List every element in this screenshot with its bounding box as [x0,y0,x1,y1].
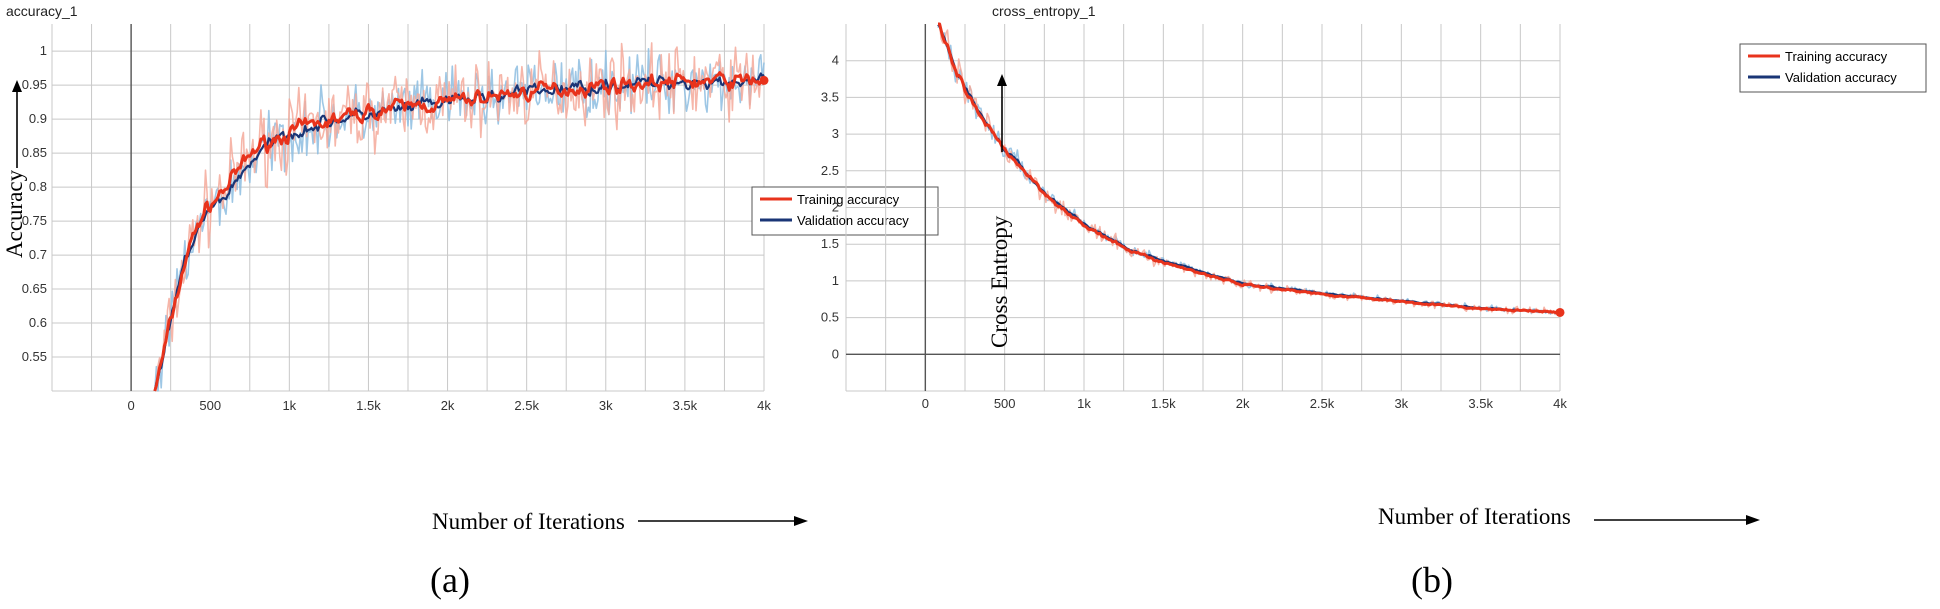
chart-b-y-tick-label: 2.5 [821,163,839,178]
chart-b-xlabel: Number of Iterations [1378,504,1571,529]
chart-b-legend-validation: Validation accuracy [1785,70,1897,85]
caption-a: (a) [430,560,470,600]
panel-b: cross_entropy_1 0 500 1k 1.5k 2k 2.5k 3k 3.5k 4k… [821,3,1927,600]
chart-b-ylabel: Cross Entropy [987,215,1012,348]
chart-a-series-training-line [153,71,765,392]
chart-a-x-tick-label: 3.5k [673,398,698,413]
chart-b-legend: Training accuracy Validation accuracy [1739,43,1927,93]
chart-a-y-tick-label: 0.55 [22,349,47,364]
chart-b-ylabel-arrowhead [997,74,1007,86]
chart-b-ticks: 0 500 1k 1.5k 2k 2.5k 3k 3.5k 4k 0 0.5 1 1.5 2 2.5 3 3.5… [821,53,1567,411]
chart-a-xlabel: Number of Iterations [432,509,625,534]
chart-b-x-tick-label: 0 [922,396,929,411]
chart-b-series-validation-raw-line [937,23,1561,316]
chart-b-series-training-raw-line [938,23,1561,315]
chart-a-series-validation-line [153,72,765,392]
chart-b-y-tick-label: 0 [832,346,839,361]
chart-b-y-tick-label: 4 [832,53,839,68]
chart-a-y-tick-label: 0.75 [22,213,47,228]
chart-a-series [153,42,769,392]
chart-a-legend: Training accuracy Validation accuracy [751,186,939,236]
chart-a-ticks: 0 500 1k 1.5k 2k 2.5k 3k 3.5k 4k 0.55 0.6 0.65 0.7 0.… [22,43,772,413]
chart-b-legend-training: Training accuracy [1785,49,1888,64]
chart-b-x-tick-label: 4k [1553,396,1567,411]
chart-b-x-tick-label: 500 [994,396,1016,411]
chart-b-y-tick-label: 1 [832,273,839,288]
chart-a-x-tick-label: 3k [599,398,613,413]
chart-a-legend-validation: Validation accuracy [797,213,909,228]
chart-b-x-tick-label: 3.5k [1468,396,1493,411]
chart-b-series-validation-line [937,23,1561,314]
chart-b-x-tick-label: 1k [1077,396,1091,411]
chart-b-x-tick-label: 3k [1394,396,1408,411]
chart-a-x-tick-label: 1k [282,398,296,413]
caption-b: (b) [1411,560,1453,600]
chart-b-x-tick-label: 1.5k [1151,396,1176,411]
chart-b-y-tick-label: 3.5 [821,89,839,104]
chart-a-x-tick-label: 1.5k [356,398,381,413]
chart-a-y-tick-label: 0.85 [22,145,47,160]
chart-b-series-training-line [938,22,1561,315]
chart-b-grid [845,24,1561,392]
chart-b-series [937,22,1565,317]
panel-a: accuracy_1 0 500 1k 1.5k 2k 2.5k 3k 3.5k 4k0.550… [2,3,939,600]
chart-a-x-tick-label: 2.5k [514,398,539,413]
chart-a-y-tick-label: 0.65 [22,281,47,296]
chart-a-x-tick-label: 4k [757,398,771,413]
chart-a-y-tick-label: 0.8 [29,179,47,194]
chart-a-series-training-end-marker [759,75,769,85]
chart-a-y-tick-label: 0.9 [29,111,47,126]
chart-b-x-tick-label: 2.5k [1310,396,1335,411]
chart-a-legend-training: Training accuracy [797,192,900,207]
chart-b-y-tick-label: 3 [832,126,839,141]
chart-a-x-tick-label: 500 [199,398,221,413]
chart-b-x-tick-label: 2k [1236,396,1250,411]
chart-b-title: cross_entropy_1 [992,3,1096,19]
chart-a-y-tick-label: 0.6 [29,315,47,330]
chart-a-title: accuracy_1 [6,3,78,19]
chart-a-y-tick-label: 0.7 [29,247,47,262]
chart-a-xlabel-arrowhead [794,516,808,526]
chart-a-ylabel: Accuracy [2,169,27,258]
chart-b-series-training-end-marker [1555,307,1565,317]
chart-a-y-tick-label: 1 [40,43,47,58]
chart-a-ylabel-arrowhead [12,80,22,92]
chart-b-xlabel-arrowhead [1746,515,1760,525]
chart-a-x-tick-label: 0 [127,398,134,413]
chart-a-x-tick-label: 2k [441,398,455,413]
chart-b-y-tick-label: 1.5 [821,236,839,251]
chart-a-y-tick-label: 0.95 [22,77,47,92]
chart-b-y-tick-label: 0.5 [821,310,839,325]
chart-b-y-tick-label: 2 [832,200,839,215]
